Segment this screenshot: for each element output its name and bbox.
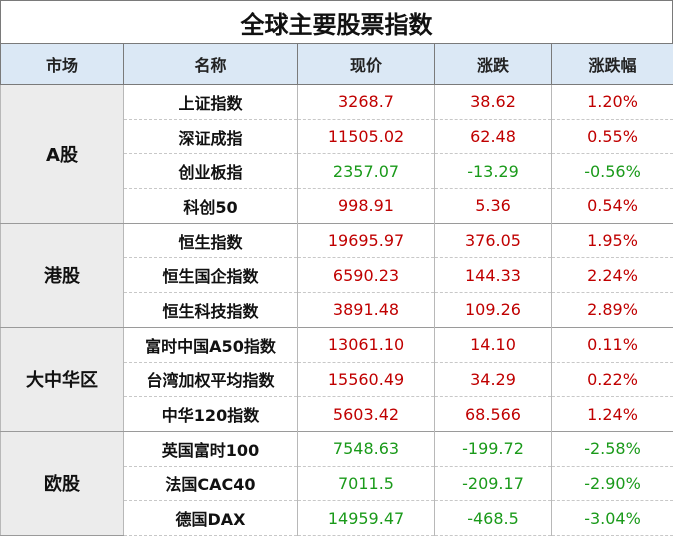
header-row: 市场 名称 现价 涨跌 涨跌幅 — [1, 44, 673, 85]
market-cell: A股 — [1, 85, 124, 224]
price-cell: 3891.48 — [298, 293, 435, 328]
change-pct-cell: 0.55% — [552, 119, 673, 154]
change-pct-cell: 0.11% — [552, 327, 673, 362]
change-cell: -209.17 — [435, 466, 552, 501]
market-cell: 大中华区 — [1, 327, 124, 431]
change-cell: -199.72 — [435, 431, 552, 466]
price-cell: 13061.10 — [298, 327, 435, 362]
change-pct-cell: 2.24% — [552, 258, 673, 293]
market-cell: 欧股 — [1, 431, 124, 535]
change-cell: 144.33 — [435, 258, 552, 293]
index-name-cell: 恒生国企指数 — [124, 258, 298, 293]
market-cell: 港股 — [1, 223, 124, 327]
change-pct-cell: -2.90% — [552, 466, 673, 501]
change-pct-cell: 2.89% — [552, 293, 673, 328]
change-cell: 376.05 — [435, 223, 552, 258]
change-cell: 62.48 — [435, 119, 552, 154]
change-pct-cell: -3.04% — [552, 501, 673, 536]
index-name-cell: 上证指数 — [124, 85, 298, 120]
change-cell: 34.29 — [435, 362, 552, 397]
change-pct-cell: 1.95% — [552, 223, 673, 258]
index-name-cell: 台湾加权平均指数 — [124, 362, 298, 397]
change-cell: -468.5 — [435, 501, 552, 536]
table-title: 全球主要股票指数 — [0, 0, 673, 44]
change-cell: 14.10 — [435, 327, 552, 362]
index-name-cell: 富时中国A50指数 — [124, 327, 298, 362]
index-name-cell: 法国CAC40 — [124, 466, 298, 501]
price-cell: 5603.42 — [298, 397, 435, 432]
index-name-cell: 创业板指 — [124, 154, 298, 189]
change-pct-cell: 0.22% — [552, 362, 673, 397]
price-cell: 14959.47 — [298, 501, 435, 536]
index-name-cell: 中华120指数 — [124, 397, 298, 432]
change-pct-cell: 1.20% — [552, 85, 673, 120]
index-name-cell: 德国DAX — [124, 501, 298, 536]
price-cell: 7011.5 — [298, 466, 435, 501]
index-name-cell: 科创50 — [124, 189, 298, 224]
change-cell: 38.62 — [435, 85, 552, 120]
header-name: 名称 — [124, 44, 298, 85]
change-pct-cell: 1.24% — [552, 397, 673, 432]
price-cell: 19695.97 — [298, 223, 435, 258]
header-market: 市场 — [1, 44, 124, 85]
index-name-cell: 深证成指 — [124, 119, 298, 154]
price-cell: 11505.02 — [298, 119, 435, 154]
change-pct-cell: -0.56% — [552, 154, 673, 189]
price-cell: 15560.49 — [298, 362, 435, 397]
change-cell: 68.566 — [435, 397, 552, 432]
change-cell: -13.29 — [435, 154, 552, 189]
price-cell: 998.91 — [298, 189, 435, 224]
change-cell: 5.36 — [435, 189, 552, 224]
header-change-pct: 涨跌幅 — [552, 44, 673, 85]
index-name-cell: 恒生科技指数 — [124, 293, 298, 328]
price-cell: 3268.7 — [298, 85, 435, 120]
header-price: 现价 — [298, 44, 435, 85]
change-pct-cell: -2.58% — [552, 431, 673, 466]
price-cell: 2357.07 — [298, 154, 435, 189]
header-change: 涨跌 — [435, 44, 552, 85]
price-cell: 7548.63 — [298, 431, 435, 466]
price-cell: 6590.23 — [298, 258, 435, 293]
change-pct-cell: 0.54% — [552, 189, 673, 224]
index-name-cell: 英国富时100 — [124, 431, 298, 466]
change-cell: 109.26 — [435, 293, 552, 328]
index-name-cell: 恒生指数 — [124, 223, 298, 258]
